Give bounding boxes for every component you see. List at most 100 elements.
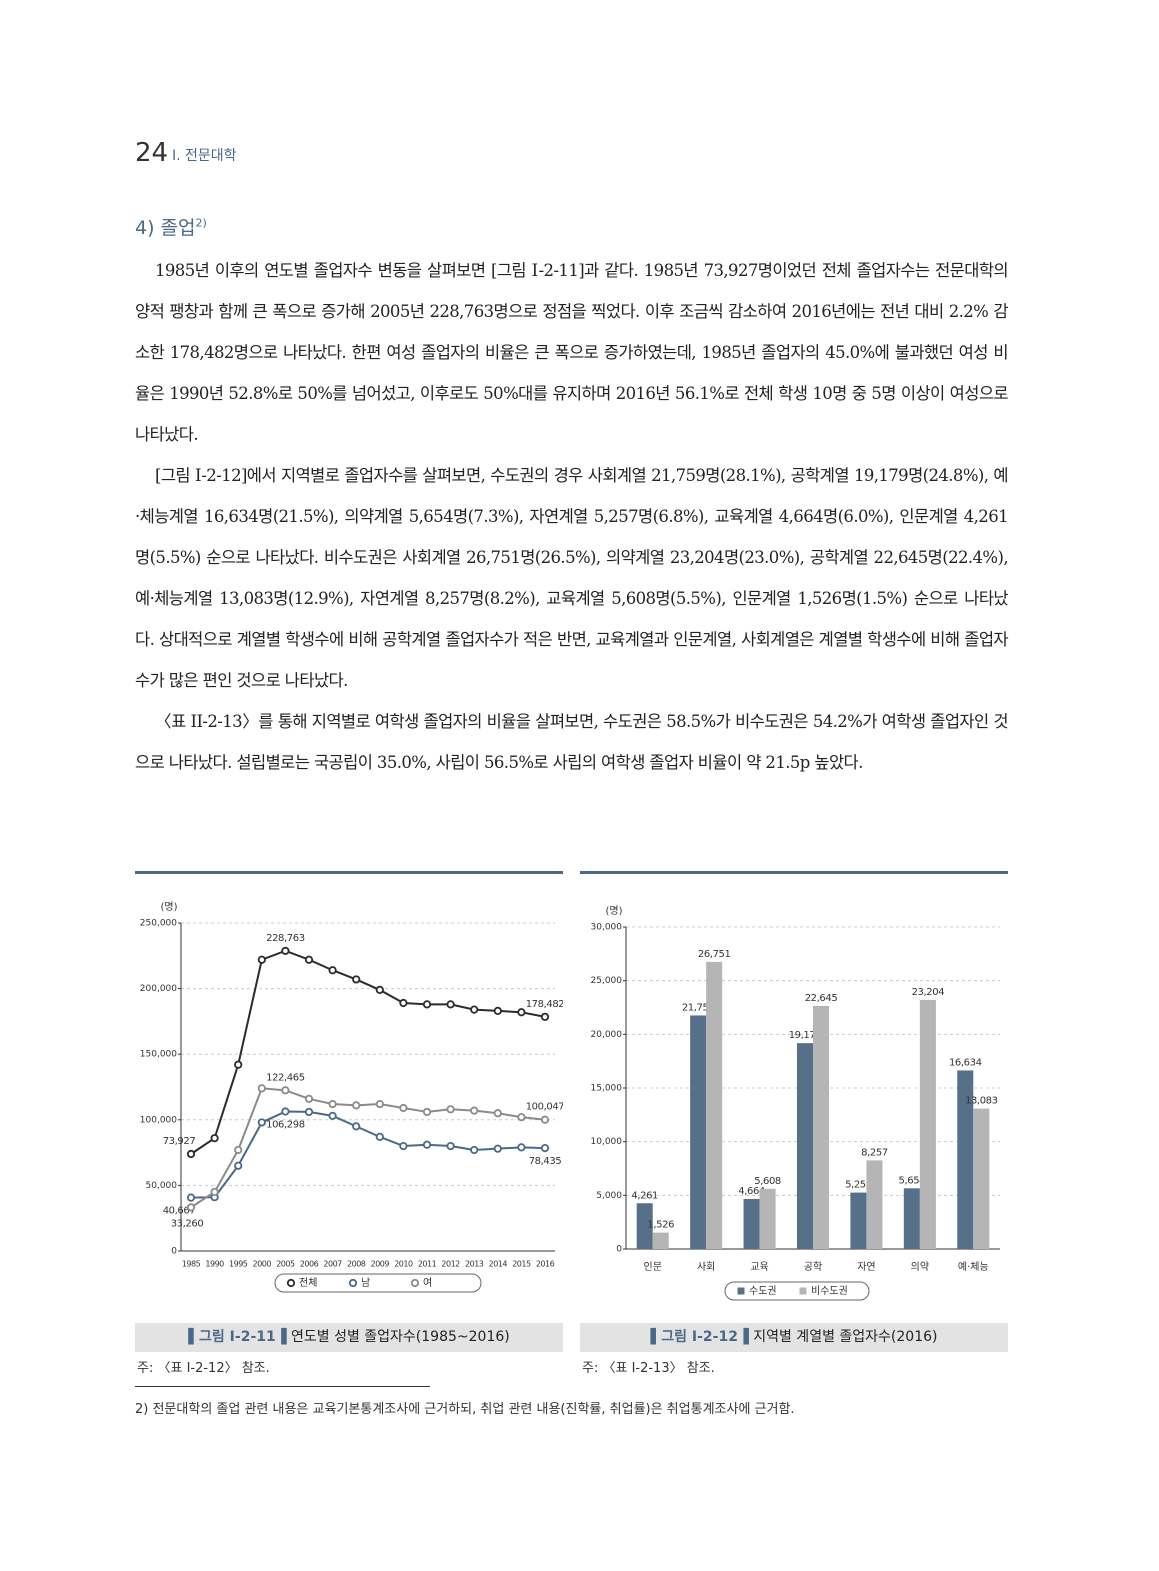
bar — [957, 1070, 974, 1249]
rule — [135, 871, 563, 874]
data-point — [422, 1107, 432, 1117]
bar-chart: (명) 0 5,000 10,000 15,000 20,000 25,000 30,000 인… — [591, 905, 1000, 1301]
note: 주: 〈표 Ⅰ-2-12〉 참조. — [137, 1361, 270, 1376]
data-point — [446, 1105, 455, 1114]
data-point — [540, 1012, 550, 1021]
x-tick-label: 인문 — [644, 1261, 662, 1273]
data-point — [375, 985, 384, 995]
series-line — [190, 949, 546, 1155]
data-label: 23,204 — [912, 987, 945, 998]
x-tick-label: 2013 — [465, 1260, 484, 1269]
data-point — [493, 1144, 502, 1153]
figure-title: 연도별 성별 졸업자수(1985~2016) — [290, 1329, 510, 1345]
data-point — [328, 1111, 337, 1120]
data-label: 5,257 — [845, 1180, 872, 1191]
data-label: 122,465 — [266, 1072, 305, 1083]
data-point — [304, 1094, 314, 1103]
y-tick-label: 0 — [171, 1247, 177, 1257]
rule — [580, 871, 1008, 874]
data-label: 16,634 — [949, 1057, 982, 1068]
legend-label: 비수도권 — [811, 1285, 848, 1297]
data-point — [422, 1140, 432, 1149]
y-tick-label: 25,000 — [591, 976, 623, 986]
bar — [813, 1005, 830, 1249]
data-label: 22,645 — [805, 993, 838, 1004]
bar — [919, 999, 936, 1249]
y-tick-label: 250,000 — [140, 919, 177, 929]
data-label: 13,083 — [965, 1096, 998, 1107]
data-point — [210, 1187, 219, 1197]
page-number: 24 — [135, 138, 169, 168]
data-point — [375, 1099, 384, 1109]
data-point — [517, 1113, 526, 1122]
data-point — [186, 1203, 196, 1212]
y-tick-label: 100,000 — [140, 1115, 177, 1125]
legend-box — [274, 1273, 482, 1293]
data-label: 228,763 — [266, 933, 305, 944]
series-line — [190, 1110, 546, 1199]
paragraph: 〈표 II-2-13〉를 통해 지역별로 여학생 졸업자의 비율을 살펴보면, … — [135, 712, 1009, 772]
caption: ▌그림 Ⅰ-2-11▐ 연도별 성별 졸업자수(1985~2016) — [135, 1323, 563, 1352]
bar — [690, 1015, 707, 1249]
data-label: 178,482 — [526, 999, 563, 1010]
x-tick-label: 사회 — [697, 1261, 715, 1273]
data-point — [352, 975, 361, 984]
bar — [850, 1192, 867, 1249]
data-point — [281, 1086, 290, 1095]
legend-label: 여 — [423, 1277, 432, 1289]
x-tick-label: 2006 — [300, 1260, 319, 1269]
data-label: 19,179 — [789, 1030, 822, 1041]
data-point — [493, 1006, 502, 1016]
data-point — [186, 1193, 196, 1202]
legend-marker — [286, 1278, 296, 1288]
data-label: 73,927 — [163, 1136, 196, 1147]
y-tick-label: 30,000 — [591, 923, 623, 933]
data-label: 100,047 — [526, 1102, 563, 1113]
data-label: 5,608 — [754, 1176, 781, 1187]
data-point — [399, 1103, 408, 1113]
data-point — [446, 1000, 455, 1009]
data-point — [257, 955, 266, 964]
bar — [636, 1203, 653, 1249]
section-heading: 4) 졸업2) — [135, 213, 207, 240]
series-line — [190, 1087, 546, 1209]
data-label: 4,261 — [631, 1190, 658, 1201]
x-tick-label: 1990 — [205, 1260, 224, 1269]
footnote-rule — [135, 1386, 430, 1387]
bar — [796, 1043, 813, 1249]
data-point — [493, 1109, 502, 1118]
bar — [706, 961, 723, 1249]
data-label: 8,257 — [861, 1147, 888, 1158]
x-tick-label: 2005 — [276, 1260, 295, 1269]
x-tick-label: 공학 — [804, 1261, 822, 1273]
axis-unit: (명) — [160, 901, 177, 913]
y-tick-label: 10,000 — [591, 1137, 623, 1147]
bar — [743, 1198, 760, 1249]
data-point — [446, 1141, 455, 1151]
legend-marker — [799, 1287, 807, 1295]
data-label: 106,298 — [266, 1120, 305, 1131]
data-point — [375, 1132, 384, 1141]
paragraph: 1985년 이후의 연도별 졸업자수 변동을 살펴보면 [그림 Ⅰ-2-11]과… — [135, 261, 1009, 444]
x-tick-label: 2015 — [512, 1260, 531, 1269]
bar — [759, 1188, 776, 1249]
data-point — [399, 1141, 408, 1151]
data-point — [304, 1107, 314, 1117]
data-label: 1,526 — [647, 1220, 674, 1231]
line-chart: (명) 0 50,000 100,000 150,000 200,000 250,000 19… — [140, 901, 563, 1293]
data-point — [352, 1101, 361, 1110]
y-tick-label: 0 — [616, 1245, 622, 1255]
data-point — [540, 1143, 550, 1153]
data-label: 4,664 — [738, 1186, 765, 1197]
x-tick-label: 2008 — [347, 1260, 366, 1269]
body-text: 1985년 이후의 연도별 졸업자수 변동을 살펴보면 [그림 Ⅰ-2-11]과… — [135, 250, 1009, 783]
data-point — [328, 966, 337, 975]
x-tick-label: 예·체능 — [958, 1261, 989, 1273]
running-header: Ⅰ. 전문대학 — [172, 148, 237, 164]
legend-marker — [737, 1287, 745, 1295]
paragraph: [그림 Ⅰ-2-12]에서 지역별로 졸업자수를 살펴보면, 수도권의 경우 사… — [135, 466, 1009, 690]
data-point — [257, 1084, 266, 1093]
data-label: 33,260 — [171, 1218, 204, 1229]
legend-marker — [410, 1278, 420, 1288]
data-point — [257, 1118, 266, 1127]
